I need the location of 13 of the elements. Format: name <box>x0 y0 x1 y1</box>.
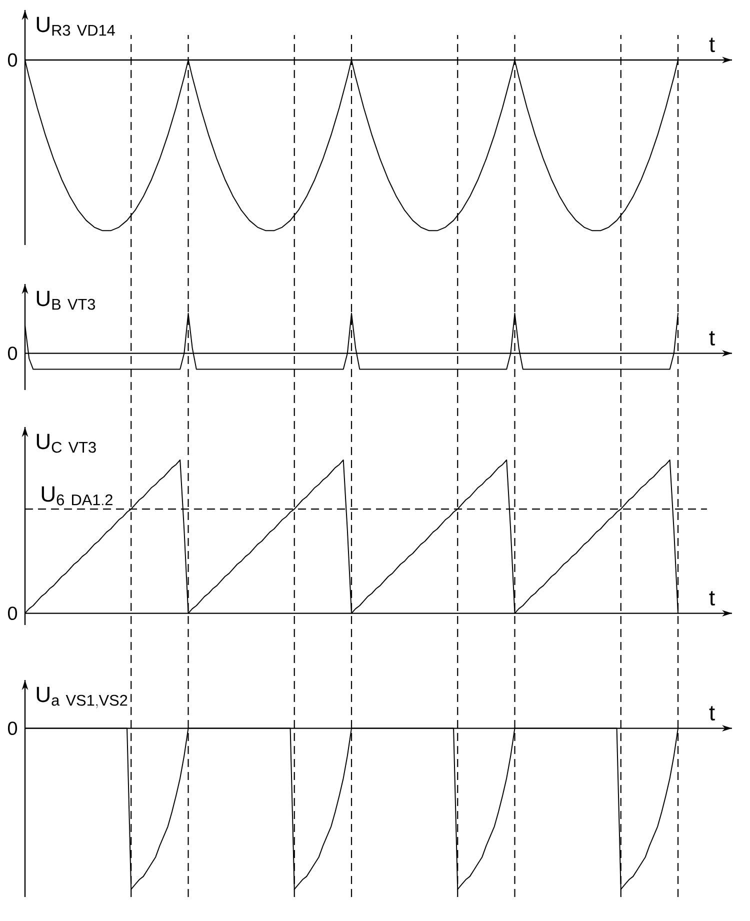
y-axis-title: $\mathrm{U}_{\mathrm{C\ VT3}}$ <box>36 434 96 453</box>
x-axis-title: t <box>709 591 715 606</box>
y-axis-title: $\mathrm{U}_{\mathrm{B\ VT3}}$ <box>36 290 96 310</box>
ref-line-label: $\mathrm{U}_{\mathrm{6\ DA1.2}}$ <box>42 486 112 506</box>
x-axis-title: t <box>709 38 715 52</box>
x-axis-title: t <box>709 706 715 720</box>
text: 0 <box>8 722 18 736</box>
text: 0 <box>8 346 18 360</box>
x-axis-title: t <box>709 331 715 346</box>
y-axis-title: $\mathrm{U}_{\mathrm{R3\ VD14}}$ <box>36 16 115 36</box>
text: 0 <box>8 606 18 620</box>
text: 0 <box>8 53 18 67</box>
y-axis-title: $\mathrm{U}_{\mathrm{a\ VS1,VS2}}$ <box>36 686 128 708</box>
